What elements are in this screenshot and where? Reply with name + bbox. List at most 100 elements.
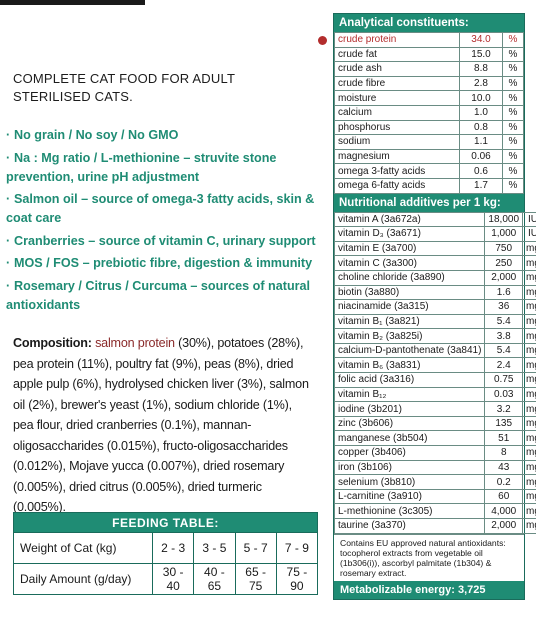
nutrient-value: 0.2 [485,475,523,490]
nutrient-name: crude fibre [335,76,460,91]
benefit-item: ·MOS / FOS – prebiotic fibre, digestion … [6,254,318,273]
bullet-icon: · [6,254,14,273]
nutrient-value: 3.2 [485,402,523,417]
nutrient-unit: mg [523,300,536,315]
bullet-icon: · [6,277,14,296]
nutrient-row: iodine (3b201)3.2mg [335,402,536,417]
nutrient-name: vitamin B₁₂ [335,387,485,402]
bullet-icon: · [6,126,14,145]
nutrient-value: 10.0 [460,91,503,106]
nutrient-row: vitamin B₁ (3a821)5.4mg [335,314,536,329]
nutrient-value: 250 [485,256,523,271]
nutrient-unit: mg [523,431,536,446]
nutrient-row: calcium-D-pantothenate (3a841)5.4mg [335,343,536,358]
nutrient-name: copper (3b406) [335,446,485,461]
weight-cell: 3 - 5 [194,533,235,564]
nutrient-row: biotin (3a880)1.6mg [335,285,536,300]
feeding-table-title: FEEDING TABLE: [14,513,318,533]
nutrient-name: crude fat [335,47,460,62]
bullet-icon: · [6,149,14,168]
nutrient-value: 8 [485,446,523,461]
nutrient-name: calcium-D-pantothenate (3a841) [335,343,485,358]
nutrient-unit: % [503,47,524,62]
feeding-table: FEEDING TABLE: Weight of Cat (kg) 2 - 3 … [13,512,318,595]
nutrient-unit: mg [523,241,536,256]
nutrient-unit: % [503,178,524,193]
nutrient-unit: mg [523,387,536,402]
benefit-text: No grain / No soy / No GMO [14,128,178,142]
nutrient-row: copper (3b406)8mg [335,446,536,461]
nutrient-row: iron (3b106)43mg [335,460,536,475]
nutrient-name: vitamin A (3a672a) [335,212,485,227]
nutrient-name: vitamin C (3a300) [335,256,485,271]
nutrient-value: 2,000 [485,270,523,285]
nutrient-name: phosphorus [335,120,460,135]
nutrient-unit: % [503,91,524,106]
nutrient-unit: % [503,76,524,91]
nutrient-name: crude ash [335,62,460,77]
nutrient-value: 0.75 [485,373,523,388]
nutrient-value: 2.8 [460,76,503,91]
benefit-item: ·Rosemary / Citrus / Curcuma – sources o… [6,277,318,315]
nutrient-value: 0.6 [460,164,503,179]
nutrient-name: niacinamide (3a315) [335,300,485,315]
nutrient-row: folic acid (3a316)0.75mg [335,373,536,388]
amount-label: Daily Amount (g/day) [14,564,153,595]
nutrient-row: L-methionine (3c305)4,000mg [335,504,536,519]
nutrient-value: 15.0 [460,47,503,62]
nutrient-name: iron (3b106) [335,460,485,475]
nutrient-name: vitamin E (3a700) [335,241,485,256]
composition-highlight: salmon protein [95,336,175,350]
benefits-list: ·No grain / No soy / No GMO ·Na : Mg rat… [6,126,318,318]
weight-label: Weight of Cat (kg) [14,533,153,564]
nutrient-name: vitamin D₃ (3a671) [335,227,485,242]
nutrient-value: 2,000 [485,519,523,534]
nutrient-unit: % [503,120,524,135]
benefit-item: ·No grain / No soy / No GMO [6,126,318,145]
benefit-text: Rosemary / Citrus / Curcuma – sources of… [6,279,310,312]
nutrient-name: omega 3-fatty acids [335,164,460,179]
nutrient-row: vitamin E (3a700)750mg [335,241,536,256]
nutrient-value: 3.8 [485,329,523,344]
nutrient-value: 34.0 [460,33,503,48]
nutrient-name: crude protein [335,33,460,48]
nutrient-name: vitamin B₂ (3a825i) [335,329,485,344]
nutrient-name: vitamin B₁ (3a821) [335,314,485,329]
nutrient-name: folic acid (3a316) [335,373,485,388]
benefit-item: ·Na : Mg ratio / L-methionine – struvite… [6,149,318,187]
nutrient-value: 750 [485,241,523,256]
nutrient-row: taurine (3a370)2,000mg [335,519,536,534]
nutrient-row: selenium (3b810)0.2mg [335,475,536,490]
bullet-icon: · [6,190,14,209]
product-headline: COMPLETE CAT FOOD FOR ADULT STERILISED C… [13,70,313,106]
analytical-title: Analytical constituents: [334,14,524,32]
nutrient-value: 5.4 [485,343,523,358]
amount-cell: 65 - 75 [235,564,276,595]
amount-cell: 75 - 90 [276,564,317,595]
nutrient-row: L-carnitine (3a910)60mg [335,489,536,504]
benefit-text: Salmon oil – source of omega-3 fatty aci… [6,192,314,225]
nutrient-value: 0.8 [460,120,503,135]
benefit-item: ·Cranberries – source of vitamin C, urin… [6,232,318,251]
nutrient-value: 1,000 [485,227,523,242]
nutrient-unit: mg [523,270,536,285]
nutrient-unit: mg [523,416,536,431]
nutrient-row: zinc (3b606)135mg [335,416,536,431]
nutrient-value: 18,000 [485,212,523,227]
nutrient-unit: mg [523,314,536,329]
weight-cell: 5 - 7 [235,533,276,564]
antioxidant-note: Contains EU approved natural antioxidant… [334,534,524,581]
nutrient-value: 43 [485,460,523,475]
nutrient-value: 4,000 [485,504,523,519]
